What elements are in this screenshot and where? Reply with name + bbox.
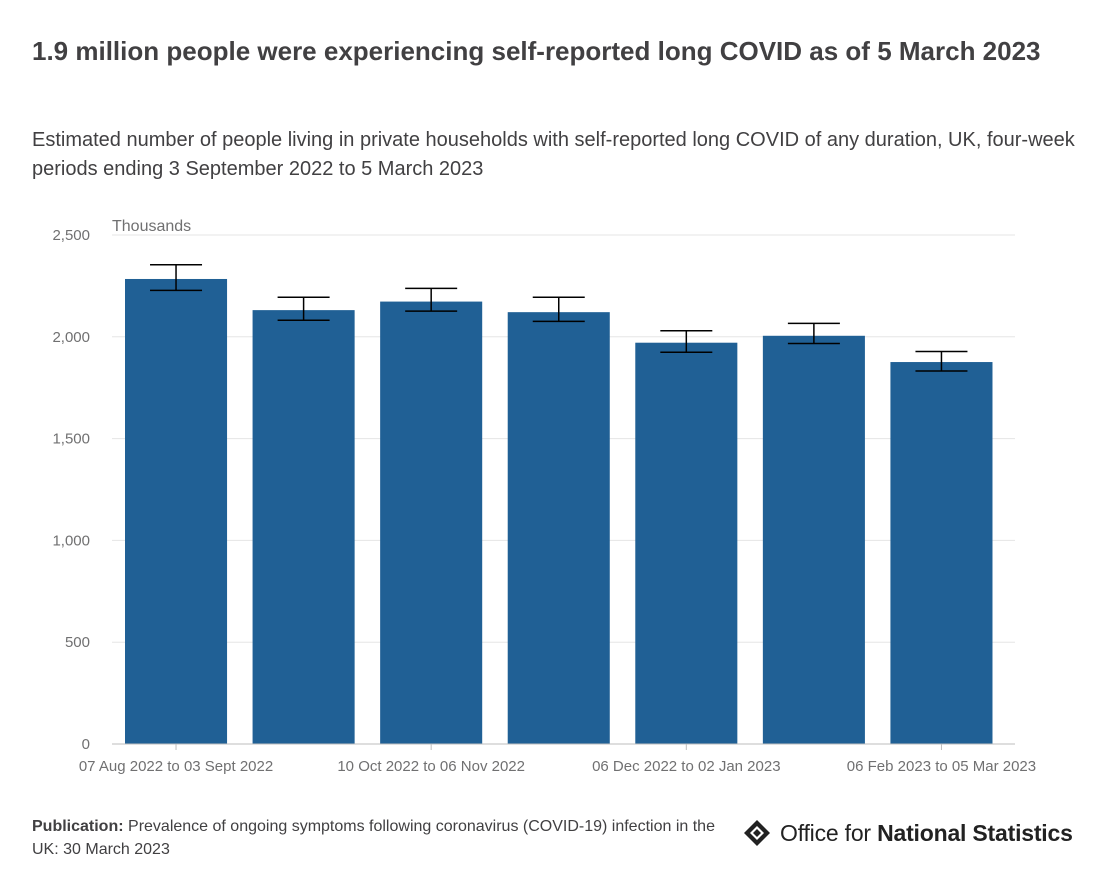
x-tick-label: 06 Dec 2022 to 02 Jan 2023 [592, 758, 780, 775]
x-tick-label: 10 Oct 2022 to 06 Nov 2022 [337, 758, 525, 775]
y-tick-label: 1,500 [52, 431, 90, 448]
bar-chart: 0 500 1,000 1,500 2,000 2,500 Thousands 07 Au… [52, 218, 1036, 775]
y-tick-label: 2,500 [52, 227, 90, 244]
bar [380, 301, 483, 744]
ons-logo-text: Office for National Statistics [780, 820, 1073, 847]
chart-subtitle: Estimated number of people living in pri… [32, 129, 1075, 180]
bars [125, 278, 993, 744]
y-tick-label: 2,000 [52, 329, 90, 346]
y-axis-ticks: 0 500 1,000 1,500 2,000 2,500 [52, 227, 90, 753]
error-bars [150, 263, 968, 372]
ons-logo[interactable]: Office for National Statistics [742, 816, 1073, 850]
chart-title: 1.9 million people were experiencing sel… [32, 36, 1041, 66]
y-axis-unit-label: Thousands [112, 218, 191, 235]
y-tick-label: 500 [65, 634, 90, 651]
bar [635, 342, 738, 744]
y-tick-label: 0 [82, 736, 90, 753]
ons-logo-icon [744, 820, 770, 846]
source-label: Publication: [32, 818, 124, 835]
ons-logo-text-bold: National Statistics [877, 819, 1073, 846]
bar [890, 362, 993, 744]
x-tick-label: 06 Feb 2023 to 05 Mar 2023 [847, 758, 1036, 775]
source-note: Publication: Prevalence of ongoing sympt… [32, 815, 732, 861]
bar [507, 312, 610, 744]
bar [252, 310, 355, 744]
source-text: Prevalence of ongoing symptoms following… [32, 818, 715, 858]
bar [762, 335, 865, 744]
x-tick-label: 07 Aug 2022 to 03 Sept 2022 [79, 758, 273, 775]
ons-logo-text-regular: Office for [780, 819, 871, 846]
y-tick-label: 1,000 [52, 532, 90, 549]
x-axis-ticks: 07 Aug 2022 to 03 Sept 2022 10 Oct 2022 t… [79, 744, 1036, 775]
bar [125, 278, 228, 744]
